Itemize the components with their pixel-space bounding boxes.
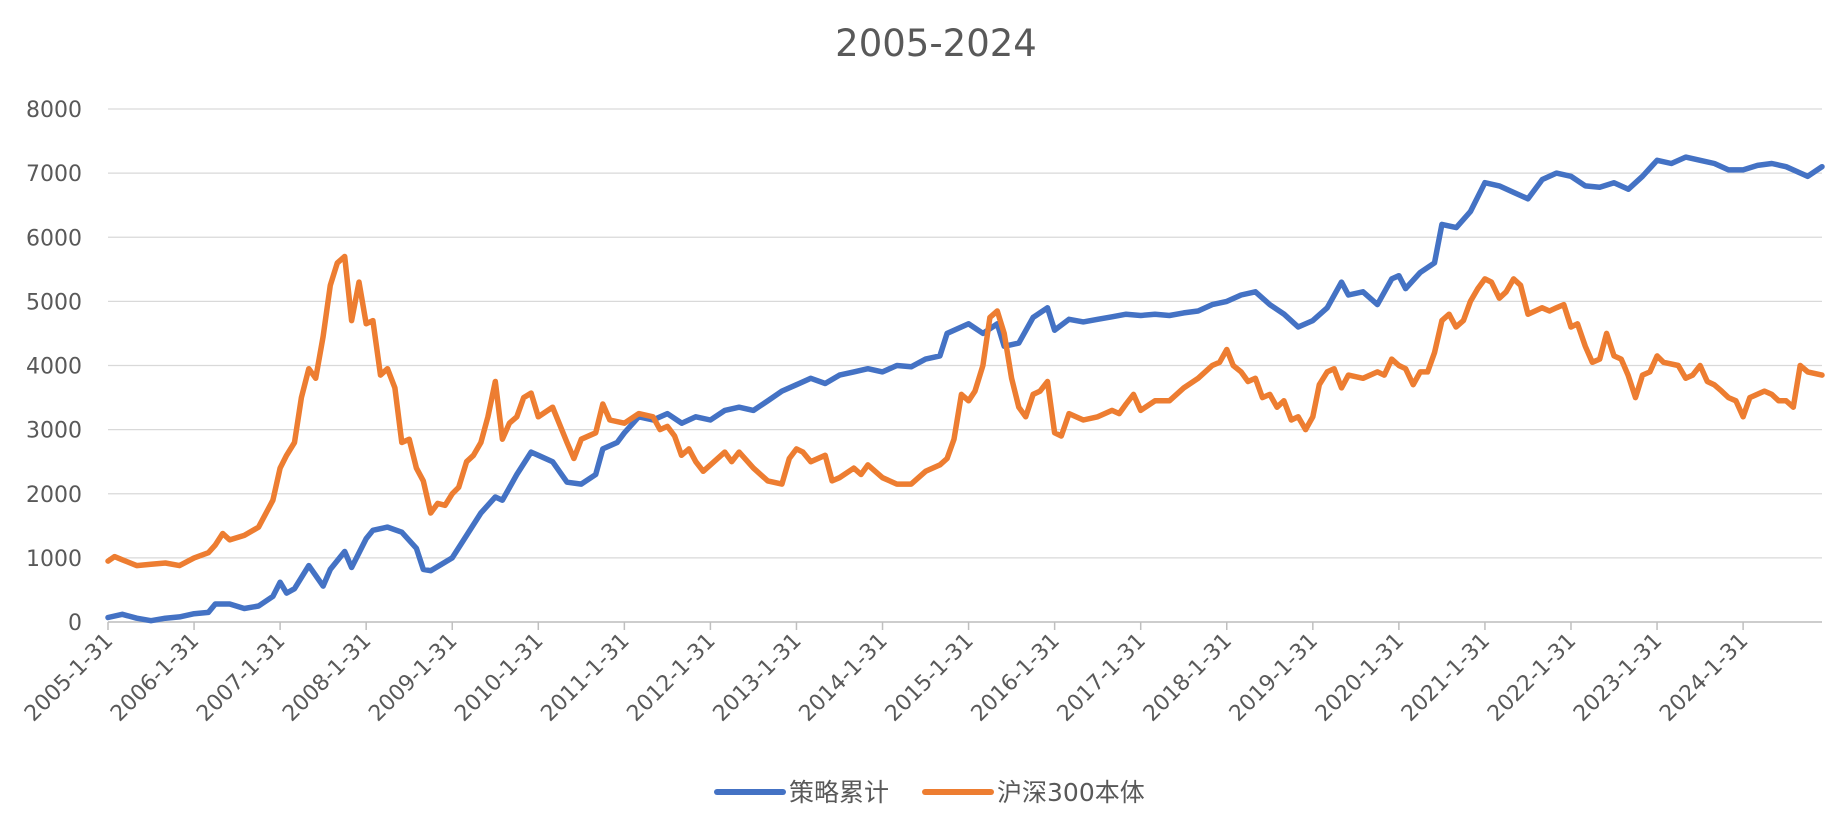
x-tick-label: 2008-1-31 <box>278 629 376 727</box>
series-lines <box>105 154 1825 624</box>
y-tick-label: 2000 <box>26 483 82 508</box>
y-tick-label: 7000 <box>26 162 82 187</box>
x-tick-label: 2011-1-31 <box>536 629 634 727</box>
y-tick-label: 1000 <box>26 547 82 572</box>
y-tick-label: 0 <box>68 611 82 636</box>
y-tick-label: 5000 <box>26 290 82 315</box>
y-axis-tick-labels: 0 1000 2000 3000 4000 5000 6000 7000 8000 <box>26 98 82 636</box>
x-tick-label: 2014-1-31 <box>795 629 893 727</box>
y-tick-label: 8000 <box>26 98 82 123</box>
x-tick-label: 2013-1-31 <box>709 629 807 727</box>
legend-label-1: 策略累计 <box>789 778 889 807</box>
y-tick-label: 4000 <box>26 355 82 380</box>
x-axis: 2005-1-312006-1-312007-1-312008-1-312009… <box>20 621 1822 727</box>
legend-label-2: 沪深300本体 <box>997 778 1145 807</box>
x-tick-label: 2007-1-31 <box>192 629 290 727</box>
chart-title: 2005-2024 <box>835 22 1037 65</box>
x-tick-label: 2005-1-31 <box>20 629 118 727</box>
x-tick-label: 2022-1-31 <box>1483 629 1581 727</box>
x-tick-label: 2009-1-31 <box>364 629 462 727</box>
x-tick-label: 2006-1-31 <box>106 629 204 727</box>
x-tick-label: 2017-1-31 <box>1053 629 1151 727</box>
x-tick-label: 2012-1-31 <box>622 629 720 727</box>
x-tick-label: 2019-1-31 <box>1225 629 1323 727</box>
x-tick-label: 2016-1-31 <box>967 629 1065 727</box>
gridlines <box>108 108 1822 623</box>
x-tick-label: 2015-1-31 <box>881 629 979 727</box>
y-tick-label: 3000 <box>26 419 82 444</box>
x-tick-label: 2020-1-31 <box>1311 629 1409 727</box>
x-tick-label: 2024-1-31 <box>1655 629 1753 727</box>
x-tick-label: 2021-1-31 <box>1397 629 1495 727</box>
x-tick-label: 2018-1-31 <box>1139 629 1237 727</box>
x-tick-label: 2023-1-31 <box>1569 629 1667 727</box>
series-line-2 <box>105 253 1825 569</box>
legend: 策略累计 沪深300本体 <box>714 778 1145 807</box>
y-tick-label: 6000 <box>26 226 82 251</box>
series-line-1 <box>105 154 1825 624</box>
x-tick-label: 2010-1-31 <box>450 629 548 727</box>
